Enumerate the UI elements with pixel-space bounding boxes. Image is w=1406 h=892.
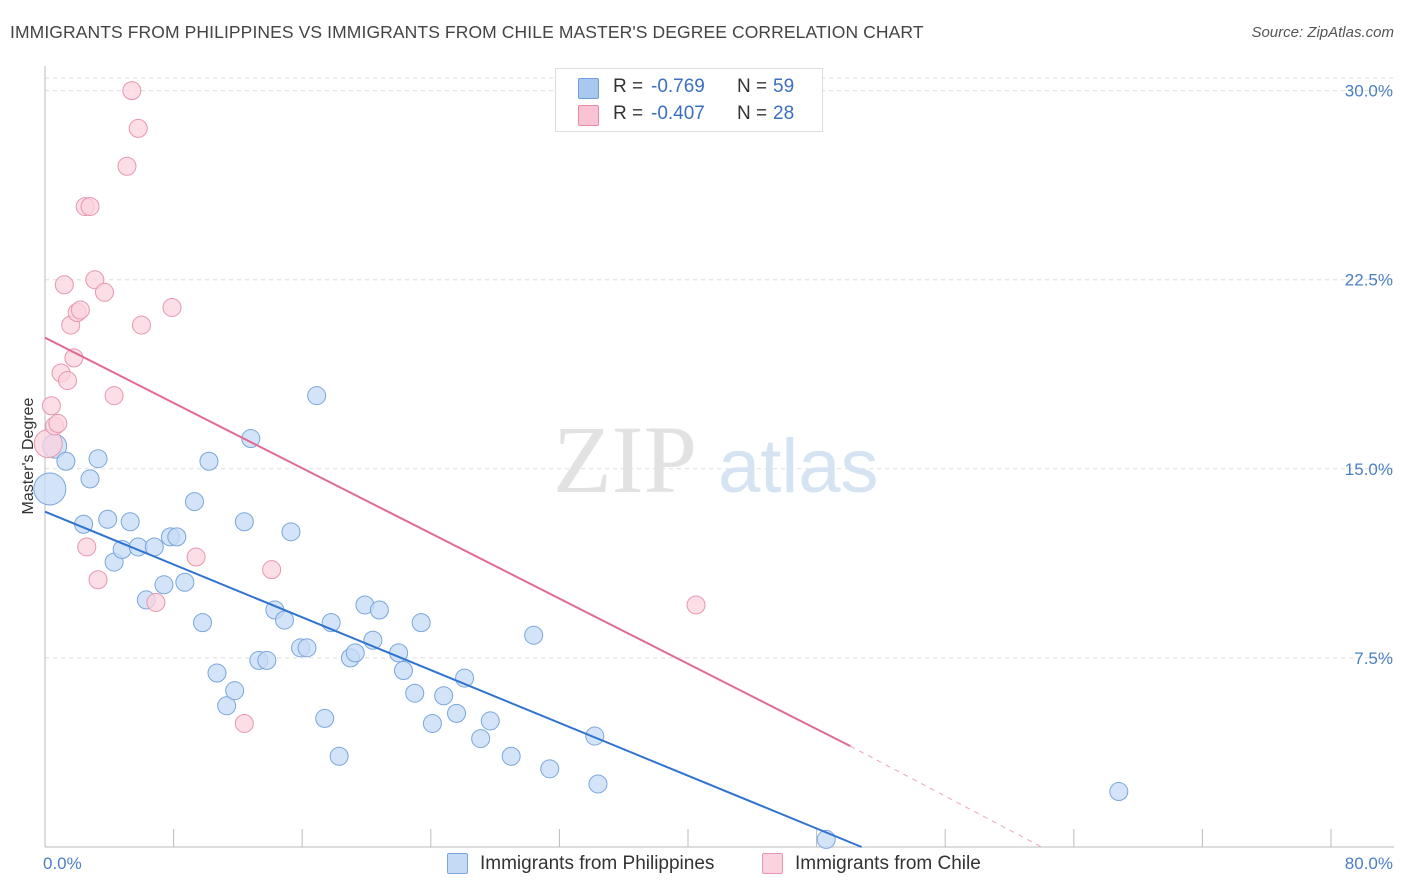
tick-labels: 7.5% 15.0% 22.5% 30.0% 0.0% 80.0% <box>43 82 1393 873</box>
philippines-point <box>154 575 174 595</box>
watermark-zip: ZIP <box>553 406 697 513</box>
trend-lines <box>44 336 1042 848</box>
philippines-point <box>393 661 413 681</box>
chart-title: IMMIGRANTS FROM PHILIPPINES VS IMMIGRANT… <box>10 22 924 42</box>
chile-point <box>186 547 206 567</box>
y-axis-title: Master's Degree <box>20 397 37 514</box>
series-chile <box>33 81 706 733</box>
philippines-point <box>184 492 204 512</box>
chile-point <box>70 300 90 320</box>
chile-point <box>54 275 74 295</box>
philippines-point <box>480 711 500 731</box>
philippines-point <box>501 746 521 766</box>
philippines-point <box>405 683 425 703</box>
r-value: -0.769 <box>651 76 705 97</box>
philippines-point <box>225 681 245 701</box>
philippines-swatch <box>578 78 599 99</box>
philippines-point <box>275 610 295 630</box>
philippines-point <box>88 449 108 469</box>
philippines-point <box>217 696 237 716</box>
legend-swatch-philippines <box>447 853 468 874</box>
trend-line-philippines <box>44 510 862 848</box>
philippines-point <box>234 512 254 532</box>
philippines-point <box>588 774 608 794</box>
philippines-point <box>80 469 100 489</box>
chile-point <box>94 282 114 302</box>
r-label: R = <box>613 103 644 124</box>
philippines-point <box>307 386 327 406</box>
philippines-point <box>33 472 67 506</box>
axes <box>44 66 1394 848</box>
grid-lines <box>45 77 1394 659</box>
chile-point <box>88 570 108 590</box>
philippines-point <box>471 729 491 749</box>
watermark-atlas: atlas <box>718 424 879 509</box>
legend-swatch-chile <box>762 853 783 874</box>
philippines-point <box>1109 782 1129 802</box>
philippines-point <box>540 759 560 779</box>
chile-point <box>48 413 68 433</box>
chile-point <box>58 371 78 391</box>
chile-point <box>686 595 706 615</box>
philippines-point <box>120 512 140 532</box>
source-label: Source: ZipAtlas.com <box>1251 24 1394 41</box>
x-tick-label-max: 80.0% <box>1345 854 1393 873</box>
chile-point <box>117 156 137 176</box>
stats-box: R = -0.769 N = 59 R = -0.407 N = 28 <box>555 68 823 132</box>
legend-label-philippines: Immigrants from Philippines <box>480 853 715 874</box>
chile-swatch <box>578 105 599 126</box>
philippines-point <box>411 613 431 633</box>
philippines-point <box>422 713 442 733</box>
n-label: N = <box>737 103 768 124</box>
philippines-point <box>281 522 301 542</box>
philippines-point <box>434 686 454 706</box>
philippines-point <box>56 451 76 471</box>
n-value: 59 <box>773 76 795 97</box>
y-tick-label: 30.0% <box>1345 82 1393 101</box>
chile-point <box>131 315 151 335</box>
legend-label-chile: Immigrants from Chile <box>795 853 981 874</box>
philippines-point <box>297 638 317 658</box>
philippines-point <box>207 663 227 683</box>
n-label: N = <box>737 76 768 97</box>
philippines-point <box>175 572 195 592</box>
chile-point <box>162 297 182 317</box>
chile-point <box>122 81 142 101</box>
philippines-point <box>315 708 335 728</box>
r-value: -0.407 <box>651 103 705 124</box>
chile-point <box>262 560 282 580</box>
trend-line-chile <box>44 336 851 748</box>
philippines-point <box>98 509 118 529</box>
philippines-point <box>524 625 544 645</box>
philippines-point <box>257 650 277 670</box>
chile-point <box>41 396 61 416</box>
trend-line-chile-extension <box>850 745 1042 848</box>
watermark: ZIP atlas <box>553 406 879 513</box>
philippines-point <box>167 527 187 547</box>
chile-point <box>146 592 166 612</box>
chile-point <box>104 386 124 406</box>
chile-point <box>128 118 148 138</box>
philippines-point <box>199 451 219 471</box>
philippines-point <box>447 703 467 723</box>
y-tick-label: 7.5% <box>1354 649 1393 668</box>
philippines-point <box>329 746 349 766</box>
r-label: R = <box>613 76 644 97</box>
chile-point <box>77 537 97 557</box>
philippines-point <box>585 726 605 746</box>
n-value: 28 <box>773 103 795 124</box>
y-tick-label: 15.0% <box>1345 460 1393 479</box>
y-tick-label: 22.5% <box>1345 271 1393 290</box>
chile-point <box>234 713 254 733</box>
chile-point <box>85 270 105 290</box>
chile-point <box>80 197 100 217</box>
philippines-point <box>193 613 213 633</box>
philippines-point <box>345 643 365 663</box>
x-tick-label-min: 0.0% <box>43 854 82 873</box>
philippines-point <box>369 600 389 620</box>
